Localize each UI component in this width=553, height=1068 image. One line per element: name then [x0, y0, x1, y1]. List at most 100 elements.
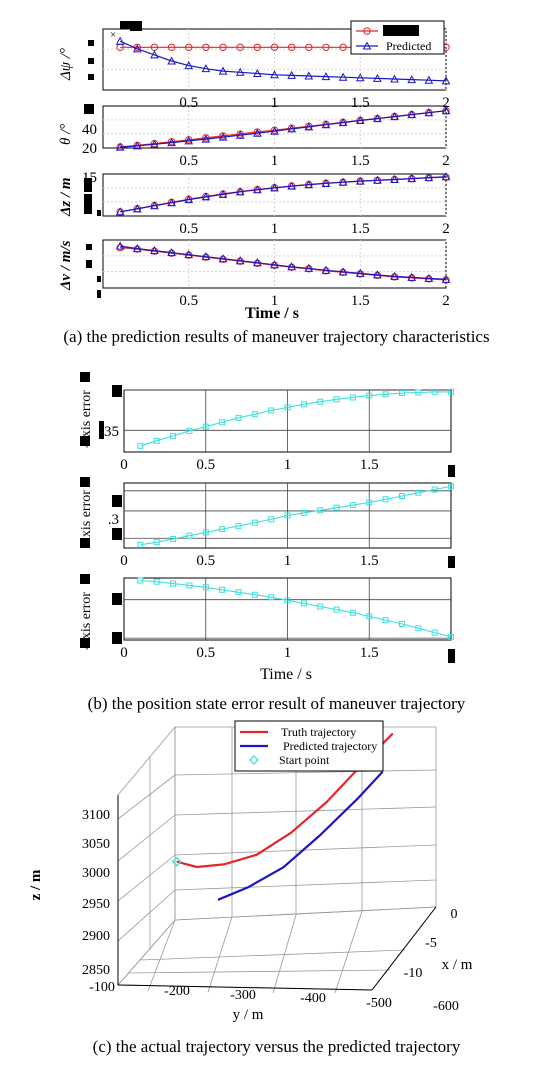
data-point-predicted: [407, 75, 417, 84]
data-point-error: [382, 496, 389, 503]
x-tick-label: 2: [442, 293, 450, 309]
x-tick-label: 1.5: [360, 553, 379, 569]
ylabel-dz: Δz / m: [58, 177, 74, 217]
data-point-error: [268, 516, 275, 523]
x-tick-label: 2: [442, 153, 450, 169]
caption-c: (c) the actual trajectory versus the pre…: [92, 1037, 461, 1056]
data-point-predicted: [407, 272, 417, 281]
panel-c: 3100 3050 3000 2950 2900 2850 z / m -100…: [28, 720, 473, 1023]
data-point-error: [349, 394, 356, 401]
x-tick-label: 1: [284, 553, 292, 569]
data-point-predicted: [355, 115, 365, 124]
panel-b: 0 0.5 1 1.5 0 0.5 1 1.5 0 0.5 1 1.5 -axis error -ax…: [79, 372, 455, 683]
data-point-error: [415, 389, 422, 396]
ylabel-dv: Δv / m/s: [58, 240, 74, 291]
data-point-predicted: [373, 175, 382, 184]
data-point-error: [186, 532, 193, 539]
data-point-predicted: [235, 187, 245, 196]
x-tick-label: 0.5: [196, 645, 215, 661]
ztick-2850: 2850: [82, 963, 110, 978]
ytick-c-500: -500: [366, 996, 392, 1011]
data-point-predicted: [424, 273, 434, 282]
data-point-error: [153, 437, 160, 444]
x-tick-label: 1.5: [360, 645, 379, 661]
data-point-error: [366, 613, 373, 620]
x-tick-label: 1: [284, 457, 292, 473]
ytick-c-300: -300: [230, 988, 256, 1003]
data-point-predicted: [184, 195, 194, 204]
data-point-error: [333, 396, 340, 403]
data-point-predicted: [115, 207, 125, 216]
data-point-predicted: [338, 177, 348, 186]
data-point-predicted: [253, 68, 262, 78]
data-point-predicted: [407, 174, 417, 183]
data-point-error: [431, 629, 438, 636]
redaction-mark: [112, 593, 122, 605]
redaction-mark: [84, 178, 92, 192]
data-point-error: [235, 414, 242, 421]
redaction-mark: [86, 244, 92, 250]
ylabel-dpsi: Δψ /°: [58, 48, 74, 81]
legend-c-start: Start point: [279, 753, 330, 767]
data-point-error: [284, 597, 291, 604]
x-tick-label: 2: [442, 95, 450, 111]
data-point-predicted: [304, 122, 314, 131]
x-tick-label: 1.5: [360, 457, 379, 473]
data-point-predicted: [218, 254, 228, 263]
predicted-trajectory-line: [217, 770, 384, 901]
x-tick-label: 1: [271, 293, 279, 309]
data-point-error: [317, 603, 324, 610]
data-point-error: [219, 526, 226, 533]
caption-b: (b) the position state error result of m…: [87, 694, 466, 713]
ztick-2950: 2950: [82, 897, 110, 912]
data-point-error: [382, 617, 389, 624]
panel-b-series: [137, 388, 454, 640]
data-point-error: [317, 398, 324, 405]
data-point-predicted: [304, 180, 314, 189]
data-point-predicted: [253, 128, 262, 137]
data-point-truth: [339, 43, 347, 51]
redaction-mark: [80, 574, 90, 584]
data-point-predicted: [321, 265, 331, 274]
redaction-mark: [112, 528, 122, 540]
data-point-predicted: [115, 241, 125, 250]
data-point-error: [202, 423, 209, 430]
redaction-mark: [112, 495, 122, 507]
redaction-mark: [112, 385, 122, 397]
data-point-predicted: [167, 138, 176, 147]
redaction-mark: [448, 649, 455, 663]
xlabel-b: Time / s: [260, 666, 312, 683]
panel-b-xticks: 0 0.5 1 1.5 0 0.5 1 1.5 0 0.5 1 1.5: [120, 457, 378, 661]
data-point-error: [170, 432, 177, 439]
data-point-predicted: [441, 274, 451, 283]
ytick-theta-40: 40: [82, 122, 97, 138]
data-point-truth: [219, 43, 227, 51]
xtick-c-5: -5: [425, 936, 437, 951]
redaction-mark: [130, 21, 142, 31]
legend-redacted-label: [383, 25, 419, 36]
panel-a-series: [115, 36, 451, 284]
data-point-predicted: [338, 72, 348, 81]
zlabel: z / m: [28, 869, 44, 900]
data-point-error: [170, 535, 177, 542]
data-point-error: [349, 502, 356, 509]
data-point-predicted: [201, 64, 211, 73]
ytick-theta-20: 20: [82, 141, 97, 157]
data-point-predicted: [373, 73, 382, 82]
data-point-error: [366, 499, 373, 506]
data-point-error: [431, 486, 438, 493]
xlabel-a: Time / s: [245, 305, 299, 320]
data-point-error: [251, 591, 258, 598]
data-point-predicted: [235, 130, 245, 139]
x-tick-label: 0: [120, 553, 128, 569]
x-tick-label: 0.5: [179, 95, 198, 111]
data-point-predicted: [355, 73, 365, 82]
data-point-error: [382, 391, 389, 398]
legend-label-predicted: Predicted: [386, 39, 431, 53]
data-point-predicted: [373, 270, 382, 279]
data-point-predicted: [150, 50, 159, 59]
data-point-predicted: [441, 172, 451, 181]
data-point-predicted: [201, 252, 211, 261]
data-point-error: [333, 606, 340, 613]
ztick-3000: 3000: [82, 866, 110, 881]
